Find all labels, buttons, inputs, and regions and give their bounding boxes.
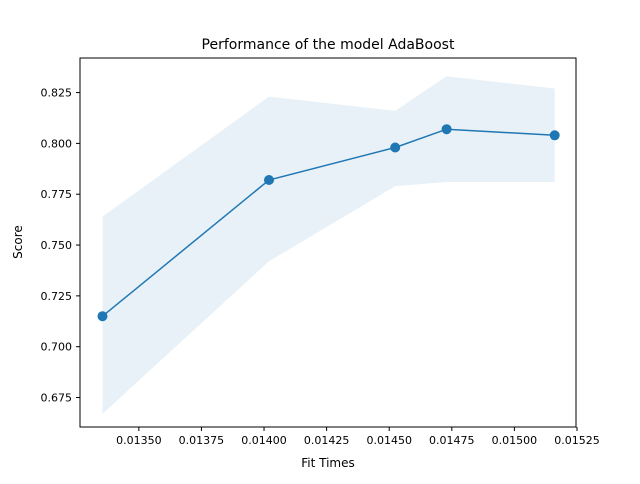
- data-point: [390, 142, 401, 153]
- chart-title: Performance of the model AdaBoost: [202, 37, 455, 53]
- x-tick-label: 0.01375: [179, 434, 225, 447]
- x-tick-label: 0.01425: [304, 434, 350, 447]
- data-point: [549, 130, 560, 141]
- x-tick-label: 0.01450: [366, 434, 412, 447]
- y-tick-label: 0.800: [41, 137, 73, 150]
- data-point: [441, 124, 452, 135]
- x-axis-ticks: 0.01350 0.01375 0.01400 0.01425 0.01450 0.014…: [116, 427, 600, 447]
- data-point: [97, 311, 108, 322]
- plot-frame: [79, 57, 577, 428]
- confidence-band-layer: [102, 76, 555, 414]
- x-tick-label: 0.01475: [429, 434, 475, 447]
- y-tick-label: 0.700: [41, 341, 73, 354]
- y-tick-label: 0.825: [41, 87, 73, 100]
- x-tick-label: 0.01525: [554, 434, 600, 447]
- y-tick-label: 0.675: [41, 392, 73, 405]
- series-points-layer: [97, 124, 560, 322]
- y-axis-label: Score: [11, 225, 25, 259]
- x-tick-label: 0.01400: [241, 434, 287, 447]
- y-tick-label: 0.775: [41, 188, 73, 201]
- x-tick-label: 0.01350: [116, 434, 162, 447]
- y-tick-label: 0.750: [41, 239, 73, 252]
- data-point: [264, 175, 274, 185]
- y-axis-ticks: 0.675 0.700 0.725 0.750 0.775 0.800 0.825: [41, 87, 80, 405]
- confidence-band: [102, 76, 555, 414]
- y-tick-label: 0.725: [41, 290, 73, 303]
- x-axis-label: Fit Times: [301, 456, 355, 470]
- x-tick-label: 0.01500: [492, 434, 538, 447]
